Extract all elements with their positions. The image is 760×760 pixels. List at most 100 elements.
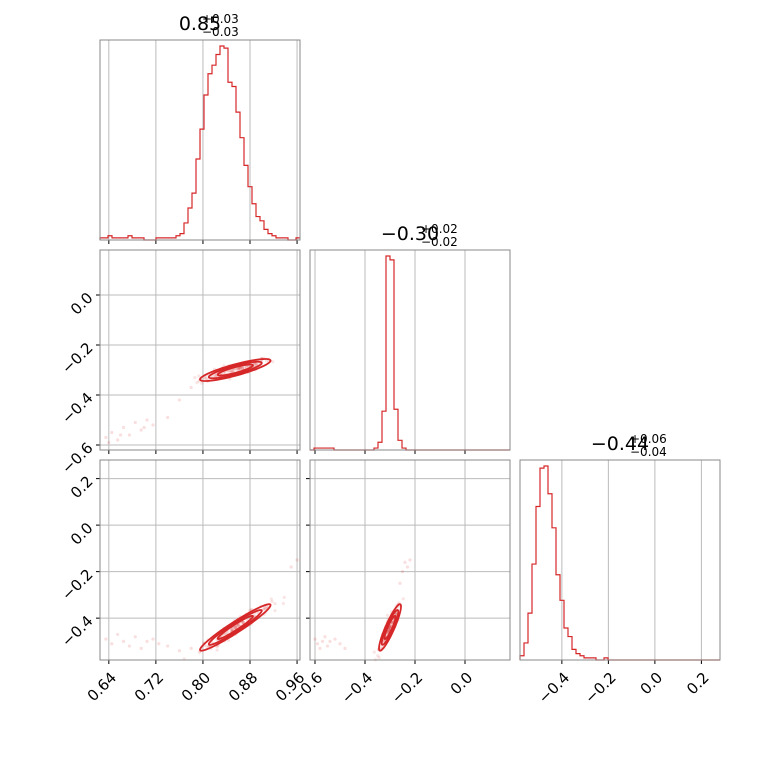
p2p1-outlier-10 [398, 581, 402, 585]
p2p0-point [205, 644, 209, 648]
p1p0-contour-2 [199, 358, 272, 382]
p2p0-contour-0 [216, 614, 254, 640]
title-param-0: 0.85 [179, 13, 221, 35]
p2p0-outlier-5 [133, 635, 137, 639]
p1p0-point [232, 368, 236, 373]
p1p0-point [237, 366, 242, 371]
p2p1-xlabel-1: −0.4 [338, 669, 376, 707]
p1p0-outlier-4 [127, 433, 132, 437]
p2p0-point [241, 620, 246, 624]
p1p0-outlier-12 [166, 415, 170, 420]
p2p1-outlier-0 [313, 637, 317, 641]
p1p0-point [195, 381, 199, 385]
p2p1-point [387, 628, 391, 632]
p2p1-point [387, 627, 391, 631]
p1p0-point [230, 369, 234, 373]
p2p0-point [270, 599, 274, 604]
p2p1-xlabel-2: −0.2 [388, 669, 426, 707]
title-param-1-plus: +0.02 [421, 222, 458, 236]
p1p0-outlier-9 [107, 440, 111, 445]
p2p0-point [233, 625, 237, 630]
title-param-0-plus: +0.03 [202, 12, 239, 26]
p2p0-point [233, 626, 238, 630]
p2p0-ylabel-2: 0.0 [67, 519, 97, 549]
p2p1-point [377, 656, 381, 660]
p2p1-contour-1 [380, 609, 400, 646]
p2p0-frame [99, 459, 301, 661]
p2p1-outlier-6 [328, 639, 332, 643]
p1p0-outlier-5 [133, 420, 137, 425]
p1p0-outlier-8 [151, 423, 155, 427]
p2p0-point [233, 625, 237, 629]
p1p0-point [235, 368, 239, 372]
histogram-p2 [519, 465, 720, 661]
p1p0-point [241, 366, 245, 371]
p1p0-outlier-6 [139, 428, 143, 432]
p2p0-point [197, 650, 201, 655]
p2p0-point [261, 607, 266, 612]
p2p1-outlier-8 [338, 642, 342, 646]
p1p0-point [237, 368, 241, 372]
p2p0-point [229, 629, 233, 633]
p2p1-contour-0 [383, 614, 397, 640]
p2p0-point [215, 648, 219, 652]
p2p0-point [235, 625, 239, 629]
p1p0-point [197, 374, 201, 378]
p2p1-point [379, 645, 383, 649]
p2p0-outlier-8 [151, 637, 155, 641]
p2p1-outlier-3 [320, 639, 325, 643]
p2p1-frame [309, 459, 511, 661]
p2p1-xlabel-3: 0.0 [447, 669, 477, 699]
p1p0-ylabel-2: −0.2 [58, 339, 96, 377]
p2p0-outlier-11 [177, 649, 182, 653]
p1p0-contour-0 [216, 363, 254, 377]
p1p0-ylabel-3: 0.0 [67, 289, 97, 319]
p1p0-outlier-1 [110, 430, 114, 435]
p1p0-point [200, 381, 204, 385]
p2p1-outlier-2 [318, 646, 322, 650]
p1p0-point [238, 366, 242, 370]
p2p1-point [390, 621, 394, 626]
p1p0-point [203, 376, 207, 381]
p2p0-outlier-0 [104, 637, 108, 641]
p1p0-point [213, 374, 217, 378]
p2p1-contour-2 [378, 603, 402, 652]
p2p1-outlier-13 [405, 565, 410, 569]
p2p0-xlabel-0: 0.64 [84, 669, 120, 705]
p2p0-outlier-14 [295, 558, 299, 562]
p1p0-outlier-7 [145, 418, 149, 422]
p2p0-point [263, 606, 268, 611]
p2p0-point [262, 607, 266, 611]
p2p0-point [241, 620, 245, 624]
panels-layer: −0.4 −0.2 0.0 0.2−0.6−0.4−0.20.0−0.4−0.20.0… [58, 39, 721, 707]
p2p0-point [281, 601, 285, 606]
title-param-2-plus: +0.06 [630, 432, 667, 446]
histogram-p1 [310, 255, 510, 451]
p2p0-point [236, 623, 241, 627]
p2p0-contour-2 [199, 603, 272, 652]
p2p0-ylabel-3: 0.2 [67, 472, 97, 502]
p2p1-point [376, 654, 380, 658]
p1p0-point [193, 376, 197, 380]
p2p0-outlier-3 [121, 639, 126, 643]
title-param-2: −0.44 [591, 433, 649, 455]
p1p0-point [254, 362, 258, 366]
p1p0-point [254, 363, 258, 367]
p2p0-outlier-7 [145, 639, 149, 643]
p2p0-outlier-9 [157, 642, 161, 646]
p1p0-outlier-0 [104, 435, 108, 440]
p1p0-point [241, 366, 245, 370]
p2p1-point [385, 613, 390, 618]
p2p0-xlabel-2: 0.80 [178, 669, 214, 705]
p1-diag-frame [309, 249, 511, 451]
p1p0-point [204, 377, 209, 381]
p2p1-outlier-4 [323, 635, 327, 639]
p2p1-outlier-14 [408, 558, 412, 562]
p2p0-point [273, 609, 277, 613]
p2p0-outlier-1 [110, 642, 114, 646]
p2p0-outlier-13 [289, 565, 293, 569]
p2p0-xlabel-3: 0.88 [225, 669, 261, 705]
p2p0-point [230, 627, 235, 631]
p2p1-point [372, 650, 376, 654]
